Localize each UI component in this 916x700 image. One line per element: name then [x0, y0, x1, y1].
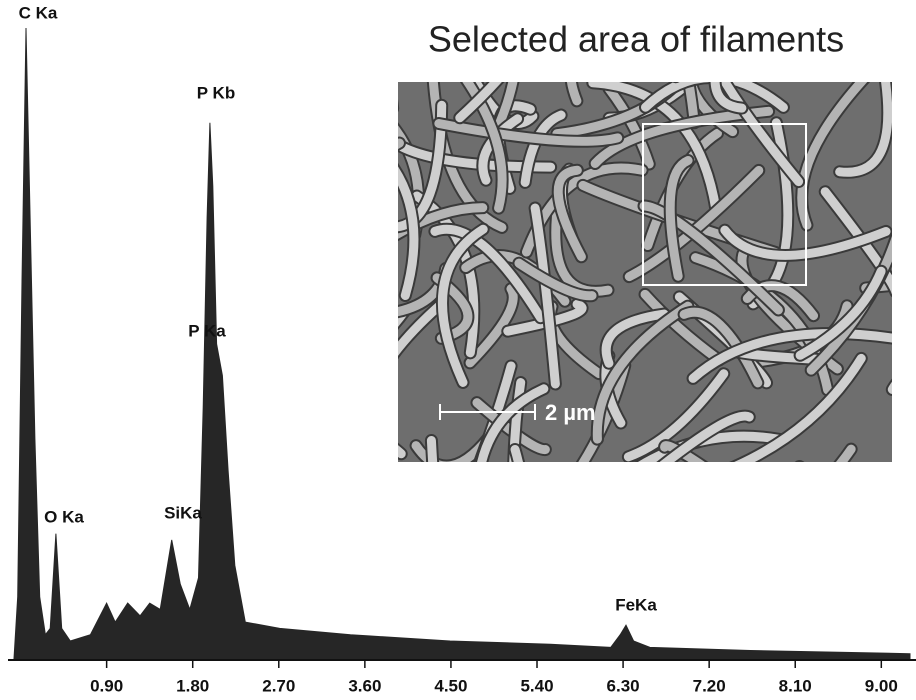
- x-tick-label: 6.30: [607, 676, 640, 695]
- filament: [478, 114, 523, 185]
- scale-bar: [439, 404, 536, 420]
- filament: [334, 97, 392, 151]
- filament: [588, 82, 721, 214]
- filament-shadow: [398, 151, 399, 152]
- filament: [398, 301, 444, 357]
- x-tick-label: 1.80: [176, 676, 209, 695]
- filament-shadow: [885, 378, 892, 396]
- filament: [398, 203, 488, 240]
- filament: [553, 165, 586, 262]
- filament: [665, 155, 693, 281]
- filament: [640, 289, 724, 365]
- filament: [566, 82, 582, 106]
- selection-box: [642, 123, 807, 286]
- filament: [795, 266, 886, 360]
- peak-label: SiKa: [164, 503, 202, 522]
- x-tick-label: 8.10: [779, 676, 812, 695]
- filament: [398, 305, 410, 327]
- peak-label: FeKa: [615, 595, 657, 614]
- filament: [426, 435, 438, 462]
- filament: [398, 166, 419, 301]
- filament: [733, 353, 866, 462]
- filament: [494, 82, 518, 129]
- filament-shadow: [398, 442, 408, 461]
- filament: [659, 411, 754, 462]
- filament: [835, 444, 856, 462]
- filament: [679, 307, 763, 388]
- x-tick-label: 5.40: [520, 676, 553, 695]
- filament: [797, 82, 868, 230]
- filament: [398, 445, 406, 459]
- filament-shadow: [794, 460, 805, 462]
- filament-shadow: [398, 99, 400, 112]
- x-tick-label: 2.70: [262, 676, 295, 695]
- plot-area: 0.90 1.80 2.70 3.60 4.50 5.40 6.30 7.20 8.10 9.00…: [8, 3, 916, 695]
- spectrum: [13, 27, 911, 661]
- filament: [601, 309, 669, 368]
- x-tick-label: 4.50: [434, 676, 467, 695]
- filament: [639, 201, 783, 315]
- filament: [590, 106, 774, 169]
- filament: [719, 82, 804, 187]
- x-tick-label: 0.90: [90, 676, 123, 695]
- filament: [503, 299, 587, 336]
- filament: [640, 82, 788, 112]
- filament: [660, 441, 705, 462]
- filament: [398, 138, 404, 150]
- filament: [477, 384, 549, 462]
- filament: [434, 118, 623, 146]
- filament: [684, 82, 699, 128]
- chart-title: Selected area of filaments: [428, 19, 844, 60]
- filament-shadow: [352, 140, 390, 250]
- filament: [455, 82, 502, 123]
- scale-bar-label: 2 µm: [545, 400, 596, 425]
- peak-label: C Ka: [19, 3, 58, 22]
- filament: [465, 284, 518, 368]
- filament-shadow: [508, 442, 526, 462]
- x-tick-label: 7.20: [693, 676, 726, 695]
- peak-label: P Kb: [197, 83, 235, 102]
- filament: [720, 225, 891, 260]
- filament: [510, 444, 523, 462]
- filament: [412, 191, 479, 358]
- filament: [437, 224, 488, 387]
- filament: [799, 467, 901, 556]
- filament: [352, 140, 390, 250]
- filament: [820, 187, 892, 295]
- filament-shadow: [833, 442, 858, 462]
- filament: [623, 369, 729, 462]
- filament: [688, 329, 892, 383]
- filament-shadow: [398, 136, 406, 152]
- filament: [252, 0, 393, 108]
- filament: [428, 82, 507, 232]
- peak-label: P Ka: [188, 321, 226, 340]
- filament: [887, 381, 892, 394]
- peak-label: O Ka: [44, 507, 84, 526]
- filament: [835, 82, 892, 177]
- filament: [592, 301, 693, 444]
- filament: [430, 224, 546, 323]
- sem-inset: 2 µm: [252, 0, 901, 556]
- x-tick-label: 9.00: [865, 676, 898, 695]
- x-tick-label: 3.60: [348, 676, 381, 695]
- filament-shadow: [424, 433, 440, 462]
- filament: [604, 84, 654, 169]
- filament: [578, 361, 630, 462]
- filament: [624, 165, 764, 282]
- filament: [514, 258, 597, 301]
- filament: [710, 82, 747, 113]
- filament: [462, 82, 507, 213]
- filament-shadow: [398, 303, 412, 330]
